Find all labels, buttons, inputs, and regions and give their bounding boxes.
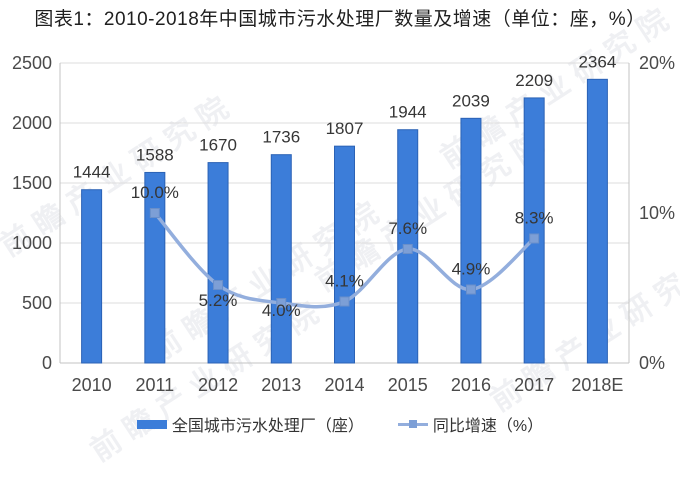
x-axis-label: 2016 — [451, 375, 491, 395]
right-axis-tick-label: 0% — [639, 353, 665, 373]
growth-marker-2012 — [213, 280, 224, 290]
growth-value-label: 4.1% — [325, 272, 364, 291]
bar-value-label: 2039 — [452, 91, 490, 110]
right-axis-tick-label: 10% — [639, 203, 675, 223]
growth-marker-2017 — [529, 233, 540, 244]
bar-value-label: 1944 — [389, 103, 427, 122]
legend-item-bars: 全国城市污水处理厂（座） — [136, 412, 364, 436]
left-axis-tick-label: 1500 — [12, 173, 52, 193]
x-axis-label: 2010 — [72, 375, 112, 395]
growth-marker-2015 — [402, 244, 413, 254]
bar-value-label: 1807 — [326, 119, 364, 138]
bar-value-label: 1670 — [199, 136, 237, 155]
left-axis-tick-label: 500 — [22, 293, 52, 313]
left-axis-tick-label: 2000 — [12, 113, 52, 133]
bar-2017 — [523, 97, 545, 364]
x-axis-label: 2018E — [571, 375, 623, 395]
growth-value-label: 10.0% — [131, 183, 179, 202]
bar-series-swatch-icon — [136, 419, 167, 429]
growth-marker-2011 — [149, 208, 160, 218]
bar-2016 — [460, 117, 482, 364]
bar-value-label: 1444 — [73, 163, 111, 182]
growth-value-label: 7.6% — [388, 219, 427, 238]
bar-2013 — [270, 154, 292, 364]
growth-value-label: 4.9% — [452, 260, 491, 279]
left-axis-tick-label: 0 — [42, 353, 52, 373]
legend-item-line: 同比增速（%） — [397, 412, 544, 436]
x-axis-label: 2013 — [261, 375, 301, 395]
x-axis-label: 2017 — [514, 375, 554, 395]
bar-value-label: 1736 — [262, 128, 300, 147]
x-axis-label: 2012 — [198, 375, 238, 395]
right-axis-tick-label: 20% — [639, 53, 675, 73]
bar-2014 — [334, 145, 355, 364]
growth-value-label: 8.3% — [515, 209, 554, 228]
line-swatch-marker — [408, 420, 417, 428]
growth-marker-2016 — [465, 284, 476, 295]
chart-title: 图表1：2010-2018年中国城市污水处理厂数量及增速（单位：座，%） — [34, 9, 646, 30]
legend-label-bars: 全国城市污水处理厂（座） — [171, 418, 364, 435]
x-axis-label: 2014 — [324, 375, 364, 395]
bar-value-label: 2209 — [515, 71, 553, 90]
legend: 全国城市污水处理厂（座） 同比增速（%） — [0, 410, 680, 438]
bar-2018E — [586, 78, 608, 364]
left-axis-tick-label: 1000 — [12, 233, 52, 253]
growth-value-label: 4.0% — [262, 301, 301, 320]
x-axis-label: 2015 — [388, 375, 428, 395]
growth-value-label: 5.2% — [199, 291, 238, 310]
growth-marker-2013 — [276, 298, 287, 308]
left-axis-tick-label: 2500 — [12, 53, 52, 73]
bar-value-label: 1588 — [136, 145, 174, 164]
bar-2012 — [207, 162, 229, 364]
bar-2010 — [81, 189, 103, 364]
bar-value-label: 2364 — [578, 52, 616, 71]
x-axis-label: 2011 — [135, 375, 174, 395]
legend-label-line: 同比增速（%） — [432, 418, 544, 435]
growth-marker-2014 — [339, 296, 350, 307]
line-series-swatch-icon — [397, 419, 428, 429]
